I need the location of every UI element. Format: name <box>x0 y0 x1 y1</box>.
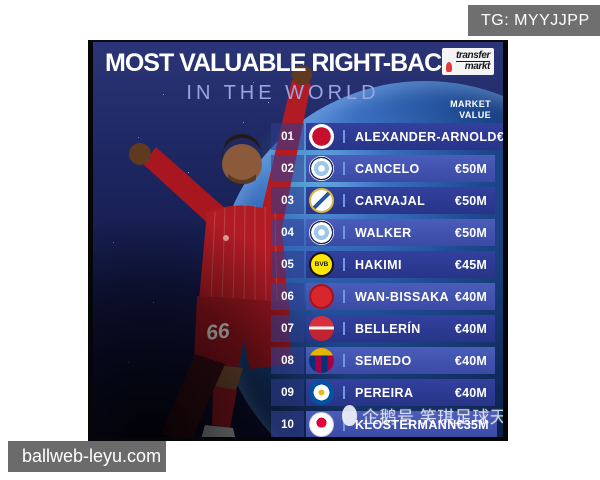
row-band: KLOSTERMANN €35M <box>306 411 497 437</box>
man-city-badge <box>309 220 334 245</box>
row-band: SEMEDO €40M <box>306 347 495 374</box>
player-name: CARVAJAL <box>355 193 426 208</box>
table-row: 04 WALKER €50M <box>271 219 495 246</box>
table-row: 06 WAN-BISSAKA €40M <box>271 283 495 310</box>
liverpool-badge <box>309 124 334 149</box>
infographic-poster: 66 MOST VALUABLE RIGHT-BACKS IN THE WORL… <box>88 40 508 441</box>
dortmund-badge: BVB <box>309 252 334 277</box>
rank-cell: 05 <box>271 251 304 278</box>
row-band: BVB HAKIMI €45M <box>306 251 495 278</box>
player-name: WALKER <box>355 225 412 240</box>
rank-cell: 01 <box>271 123 304 150</box>
separator-bar <box>343 194 345 207</box>
separator-bar <box>343 258 345 271</box>
row-band: CANCELO €50M <box>306 155 495 182</box>
separator-bar <box>343 162 345 175</box>
transfermarkt-mascot-icon <box>446 62 452 72</box>
penguin-icon <box>342 405 357 426</box>
rank-cell: 02 <box>271 155 304 182</box>
market-value: €40M <box>454 289 487 304</box>
rank-cell: 04 <box>271 219 304 246</box>
watermark: 企鹅号 笑琪足球天空 <box>342 403 508 428</box>
poster-subtitle: IN THE WORLD <box>186 82 380 104</box>
separator-bar <box>343 226 345 239</box>
transfermarkt-logo-line2: markt <box>464 61 491 72</box>
watermark-text: 企鹅号 笑琪足球天空 <box>362 408 508 427</box>
market-value: €110M <box>496 129 504 144</box>
site-url-badge: ballweb-leyu.com <box>8 441 166 472</box>
row-band: WALKER €50M <box>306 219 495 246</box>
table-row: 03 CARVAJAL €50M <box>271 187 495 214</box>
market-value: €50M <box>454 225 487 240</box>
table-row: 07 BELLERÍN €40M <box>271 315 495 342</box>
table-row: 08 SEMEDO €40M <box>271 347 495 374</box>
player-name: KLOSTERMANN <box>355 417 457 432</box>
player-name: SEMEDO <box>355 353 412 368</box>
telegram-handle-badge: TG: MYYJJPP <box>468 5 600 36</box>
table-row: 01 ALEXANDER-ARNOLD €110M <box>271 123 503 150</box>
table-row: 02 CANCELO €50M <box>271 155 495 182</box>
player-name: HAKIMI <box>355 257 402 272</box>
table-row: 05 BVB HAKIMI €45M <box>271 251 495 278</box>
market-value: €35M <box>456 417 489 432</box>
market-value-header: MARKET VALUE <box>450 99 491 120</box>
real-madrid-badge <box>309 188 334 213</box>
market-value: €40M <box>454 321 487 336</box>
ranking-table: 01 ALEXANDER-ARNOLD €110M 02 CANCELO €50… <box>271 123 503 437</box>
player-name: ALEXANDER-ARNOLD <box>355 129 497 144</box>
man-city-badge <box>309 156 334 181</box>
transfermarkt-logo-line1: transfer <box>455 50 490 62</box>
separator-bar <box>343 386 345 399</box>
separator-bar <box>343 418 345 431</box>
site-url-label: ballweb-leyu.com <box>22 446 162 466</box>
row-band: WAN-BISSAKA €40M <box>306 283 495 310</box>
rank-cell: 08 <box>271 347 304 374</box>
player-name: WAN-BISSAKA <box>355 289 449 304</box>
rank-cell: 03 <box>271 187 304 214</box>
separator-bar <box>343 354 345 367</box>
market-value-header-line1: MARKET <box>450 99 491 109</box>
row-band: PEREIRA €40M <box>306 379 495 406</box>
man-utd-badge <box>309 284 334 309</box>
telegram-handle-label: TG: MYYJJPP <box>481 11 590 29</box>
separator-bar <box>343 322 345 335</box>
table-row: 10 KLOSTERMANN €35M <box>271 411 497 437</box>
leicester-badge <box>309 380 334 405</box>
separator-bar <box>343 130 345 143</box>
rank-cell: 10 <box>271 411 304 437</box>
market-value: €40M <box>454 353 487 368</box>
market-value: €45M <box>454 257 487 272</box>
market-value: €40M <box>454 385 487 400</box>
rank-cell: 09 <box>271 379 304 406</box>
player-name: CANCELO <box>355 161 420 176</box>
row-band: BELLERÍN €40M <box>306 315 495 342</box>
poster-title: MOST VALUABLE RIGHT-BACKS <box>105 49 475 77</box>
barcelona-badge <box>309 348 334 373</box>
row-band: CARVAJAL €50M <box>306 187 495 214</box>
rank-cell: 06 <box>271 283 304 310</box>
transfermarkt-logo: transfer markt <box>442 48 494 75</box>
table-row: 09 PEREIRA €40M <box>271 379 495 406</box>
market-value: €50M <box>454 161 487 176</box>
leipzig-badge <box>309 412 334 437</box>
market-value: €50M <box>454 193 487 208</box>
market-value-header-line2: VALUE <box>459 109 491 120</box>
player-name: BELLERÍN <box>355 321 421 336</box>
arsenal-badge <box>309 316 334 341</box>
row-band: ALEXANDER-ARNOLD €110M <box>306 123 504 150</box>
separator-bar <box>343 290 345 303</box>
rank-cell: 07 <box>271 315 304 342</box>
player-name: PEREIRA <box>355 385 414 400</box>
